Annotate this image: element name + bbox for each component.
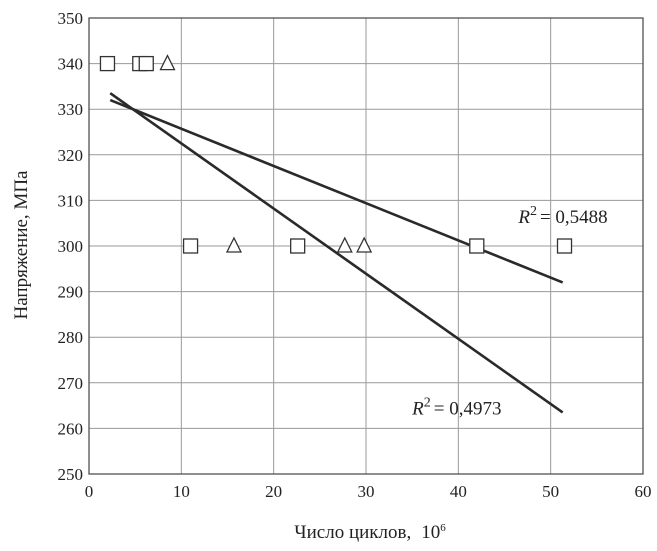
y-tick-label: 270 [58, 374, 84, 393]
x-tick-label: 30 [358, 482, 375, 501]
square-marker [138, 55, 154, 72]
triangle-marker [336, 236, 353, 253]
y-tick-label: 350 [58, 9, 84, 28]
r-squared-label: R2 = 0,5488 [517, 204, 607, 228]
y-tick-label: 320 [58, 146, 84, 165]
square-marker [182, 238, 199, 254]
triangle-marker [159, 54, 176, 71]
square-marker [99, 55, 116, 72]
triangle-marker [225, 236, 243, 253]
plot-frame [88, 17, 644, 475]
x-tick-label: 50 [542, 482, 559, 501]
x-tick-label: 60 [635, 482, 652, 501]
tick-labels: 250 260 270 280 290 300 310 320 330 340 350 0 10 20 30… [58, 9, 652, 501]
triangle-marker [356, 236, 373, 253]
y-tick-label: 280 [58, 328, 84, 347]
x-tick-label: 0 [85, 482, 94, 501]
x-axis-label: Число циклов, 106 [294, 522, 446, 543]
x-tick-label: 10 [173, 482, 190, 501]
trendline [109, 92, 564, 414]
data-points [99, 54, 573, 254]
y-tick-label: 300 [58, 237, 84, 256]
y-axis-label: Напряжение, МПа [11, 170, 32, 320]
y-tick-label: 290 [58, 283, 84, 302]
y-tick-label: 310 [58, 191, 84, 210]
y-tick-label: 340 [58, 55, 84, 74]
y-tick-label: 250 [58, 465, 84, 484]
trendline [109, 98, 564, 284]
x-tick-label: 40 [450, 482, 467, 501]
trendlines [109, 92, 564, 414]
square-marker [290, 238, 306, 254]
x-tick-label: 20 [265, 482, 282, 501]
square-marker [556, 238, 573, 254]
y-tick-label: 260 [58, 419, 84, 438]
r2-labels: R2 = 0,4973 R2 = 0,5488 [411, 204, 608, 420]
r-squared-label: R2 = 0,4973 [411, 396, 501, 420]
square-marker [469, 238, 485, 254]
y-tick-label: 330 [58, 100, 84, 119]
